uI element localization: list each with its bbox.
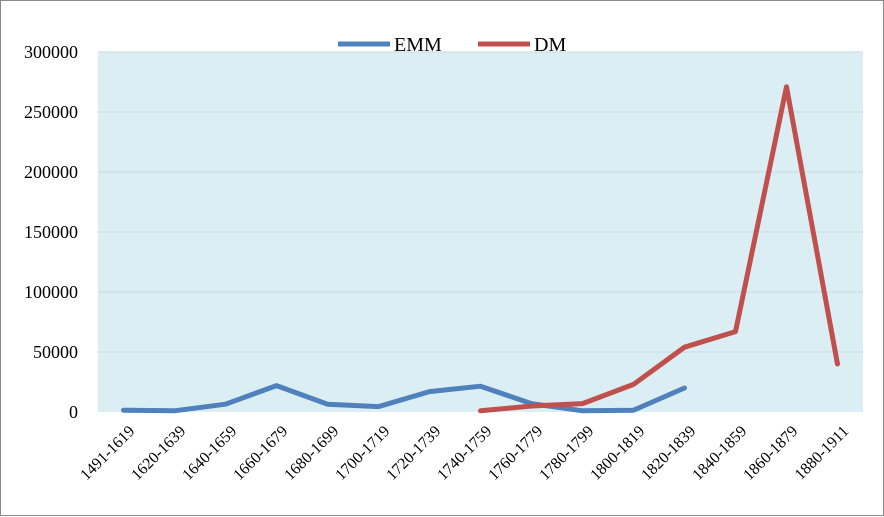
x-tick-label: 1840-1859: [689, 423, 750, 484]
y-axis: 0 50000 100000 150000 200000 250000 300000: [24, 42, 78, 422]
x-tick-label: 1660-1679: [230, 423, 291, 484]
legend: EMM DM: [338, 34, 566, 56]
gridlines: [98, 51, 863, 353]
x-tick-label: 1820-1839: [638, 423, 699, 484]
series-lines: [121, 84, 840, 414]
x-tick-label: 1640-1659: [179, 423, 240, 484]
x-tick-label: 1700-1719: [332, 423, 393, 484]
x-tick-label: 1720-1739: [383, 423, 444, 484]
x-tick-label: 1860-1879: [740, 423, 801, 484]
legend-label-emm: EMM: [394, 34, 442, 56]
x-tick-label: 1880-1911: [792, 423, 853, 484]
y-tick-label: 250000: [24, 102, 78, 122]
x-tick-label: 1620-1639: [128, 423, 189, 484]
series-line-emm: [121, 383, 687, 414]
y-tick-label: 50000: [33, 342, 78, 362]
x-tick-label: 1760-1779: [485, 423, 546, 484]
y-tick-label: 150000: [24, 222, 78, 242]
x-tick-label: 1800-1819: [587, 423, 648, 484]
y-tick-label: 200000: [24, 162, 78, 182]
x-tick-label: 1680-1699: [281, 423, 342, 484]
y-tick-label: 300000: [24, 42, 78, 62]
y-tick-label: 100000: [24, 282, 78, 302]
y-tick-label: 0: [69, 402, 78, 422]
series-line-dm: [478, 84, 840, 414]
legend-label-dm: DM: [534, 34, 566, 56]
x-axis: 1491-16191620-16391640-16591660-16791680…: [77, 423, 852, 484]
x-tick-label: 1740-1759: [434, 423, 495, 484]
x-tick-label: 1491-1619: [77, 423, 138, 484]
x-tick-label: 1780-1799: [536, 423, 597, 484]
